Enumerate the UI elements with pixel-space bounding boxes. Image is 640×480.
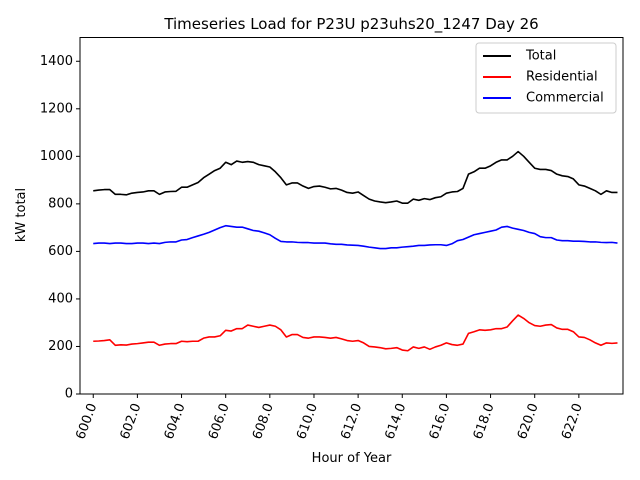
y-tick-label: 400	[48, 291, 73, 306]
x-tick-label: 610.0	[294, 401, 321, 441]
plot-frame	[79, 37, 624, 395]
series-line-total	[93, 150, 618, 204]
y-tick-label: 1200	[40, 101, 73, 116]
series-line-commercial	[93, 224, 618, 250]
x-tick-label: 612.0	[338, 401, 365, 441]
x-tick-label: 602.0	[118, 401, 145, 441]
y-tick-label: 600	[48, 244, 73, 259]
y-axis-ticks: 0 200 400 600 800 1000 1200 1400	[40, 54, 80, 402]
y-tick-label: 1400	[40, 54, 73, 69]
x-tick-label: 604.0	[162, 401, 189, 441]
legend-label-residential: Residential	[526, 70, 598, 85]
y-axis-label: kW total	[14, 188, 29, 242]
x-axis-ticks: 600.0 602.0 604.0 606.0 608.0 610.0 612.0 614.0…	[73, 394, 586, 442]
x-tick-label: 614.0	[382, 401, 409, 441]
y-tick-label: 0	[65, 387, 73, 402]
y-tick-label: 800	[48, 196, 73, 211]
legend-label-total: Total	[525, 49, 556, 64]
legend-label-commercial: Commercial	[526, 91, 604, 106]
chart-title: Timeseries Load for P23U p23uhs20_1247 D…	[163, 15, 538, 34]
x-tick-label: 606.0	[206, 401, 233, 441]
x-tick-label: 622.0	[559, 401, 586, 441]
x-tick-label: 608.0	[250, 401, 277, 441]
series-line-residential	[93, 314, 618, 352]
y-tick-label: 200	[48, 339, 73, 354]
y-tick-label: 1000	[40, 149, 73, 164]
legend-frame	[475, 42, 617, 114]
x-tick-label: 618.0	[471, 401, 498, 441]
legend: Total Residential Commercial	[475, 42, 617, 114]
x-tick-label: 620.0	[515, 401, 542, 441]
x-tick-label: 600.0	[73, 401, 100, 441]
x-tick-label: 616.0	[427, 401, 454, 441]
series-lines	[93, 150, 618, 352]
x-axis-label: Hour of Year	[312, 451, 392, 466]
